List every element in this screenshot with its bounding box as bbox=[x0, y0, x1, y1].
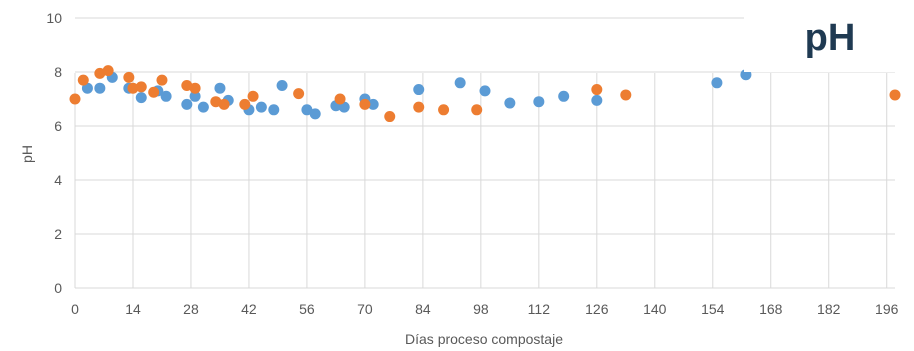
x-tick-label: 154 bbox=[701, 301, 725, 317]
data-point-series-1 bbox=[214, 82, 226, 94]
horizontal-gridlines bbox=[75, 17, 895, 289]
data-point-series-2 bbox=[334, 93, 346, 105]
data-point-series-2 bbox=[438, 104, 450, 116]
data-point-series-1 bbox=[309, 108, 321, 120]
x-tick-label: 182 bbox=[817, 301, 841, 317]
data-point-series-1 bbox=[479, 85, 491, 97]
data-point-series-2 bbox=[247, 90, 259, 102]
x-tick-label: 0 bbox=[71, 301, 79, 317]
y-tick-label: 10 bbox=[46, 10, 62, 26]
x-tick-label: 196 bbox=[875, 301, 899, 317]
x-tick-label: 112 bbox=[528, 301, 551, 317]
y-axis-title: pH bbox=[19, 145, 35, 163]
data-point-series-1 bbox=[276, 80, 288, 91]
data-point-series-1 bbox=[197, 101, 209, 113]
data-point-series-1 bbox=[338, 101, 350, 113]
x-tick-label: 14 bbox=[125, 301, 141, 317]
data-point-series-1 bbox=[367, 98, 379, 110]
data-point-series-2 bbox=[156, 74, 168, 86]
data-point-series-2 bbox=[620, 89, 632, 101]
data-point-series-1 bbox=[413, 84, 425, 96]
x-tick-label: 70 bbox=[357, 301, 373, 317]
y-tick-label: 8 bbox=[54, 64, 62, 80]
data-point-series-2 bbox=[413, 101, 425, 113]
y-axis-tick-labels: 0 2 4 6 8 10 bbox=[46, 10, 62, 296]
data-point-series-2 bbox=[69, 93, 81, 105]
data-point-series-1 bbox=[591, 94, 603, 106]
data-point-series-1 bbox=[558, 90, 570, 102]
data-point-series-2 bbox=[181, 80, 193, 91]
x-tick-label: 84 bbox=[415, 301, 431, 317]
x-tick-label: 98 bbox=[473, 301, 489, 317]
data-point-series-1 bbox=[181, 98, 193, 110]
data-point-series-2 bbox=[293, 88, 305, 100]
x-axis-tick-labels: 0 14 28 42 56 70 84 98 112 126 140 154 168 182 196 bbox=[71, 301, 899, 317]
data-point-series-2 bbox=[94, 67, 106, 79]
data-points bbox=[69, 65, 901, 123]
x-axis-title: Días proceso compostaje bbox=[405, 331, 563, 347]
data-point-series-1 bbox=[454, 77, 466, 89]
data-point-series-2 bbox=[239, 98, 251, 110]
data-point-series-1 bbox=[160, 90, 172, 102]
data-point-series-2 bbox=[135, 81, 147, 93]
data-point-series-1 bbox=[533, 96, 545, 108]
data-point-series-1 bbox=[135, 92, 147, 104]
data-point-series-1 bbox=[301, 104, 313, 116]
data-point-series-2 bbox=[384, 111, 396, 123]
x-tick-label: 28 bbox=[183, 301, 199, 317]
data-point-series-2 bbox=[359, 98, 371, 110]
y-tick-label: 6 bbox=[54, 118, 62, 134]
data-point-series-2 bbox=[123, 71, 135, 83]
data-point-series-2 bbox=[591, 84, 603, 96]
data-point-series-2 bbox=[102, 65, 114, 77]
data-point-series-2 bbox=[189, 82, 201, 94]
data-point-series-2 bbox=[127, 82, 139, 94]
chart-title: pH bbox=[805, 17, 856, 59]
data-point-series-2 bbox=[218, 98, 230, 110]
x-tick-label: 140 bbox=[643, 301, 667, 317]
x-tick-label: 56 bbox=[299, 301, 315, 317]
data-point-series-2 bbox=[77, 74, 89, 86]
data-point-series-1 bbox=[268, 104, 280, 116]
data-point-series-1 bbox=[94, 82, 106, 94]
data-point-series-1 bbox=[81, 82, 93, 94]
y-tick-label: 4 bbox=[54, 172, 62, 188]
data-point-series-1 bbox=[189, 90, 201, 102]
data-point-series-2 bbox=[210, 96, 222, 108]
y-tick-label: 0 bbox=[54, 280, 62, 296]
data-point-series-2 bbox=[148, 86, 160, 98]
data-point-series-2 bbox=[471, 104, 483, 116]
x-tick-label: 168 bbox=[759, 301, 783, 317]
title-background bbox=[744, 6, 914, 72]
data-point-series-1 bbox=[504, 97, 516, 109]
x-tick-label: 42 bbox=[241, 301, 257, 317]
data-point-series-1 bbox=[255, 101, 267, 113]
data-point-series-2 bbox=[889, 89, 901, 101]
x-tick-label: 126 bbox=[585, 301, 609, 317]
data-point-series-1 bbox=[711, 77, 723, 89]
y-tick-label: 2 bbox=[54, 226, 62, 242]
